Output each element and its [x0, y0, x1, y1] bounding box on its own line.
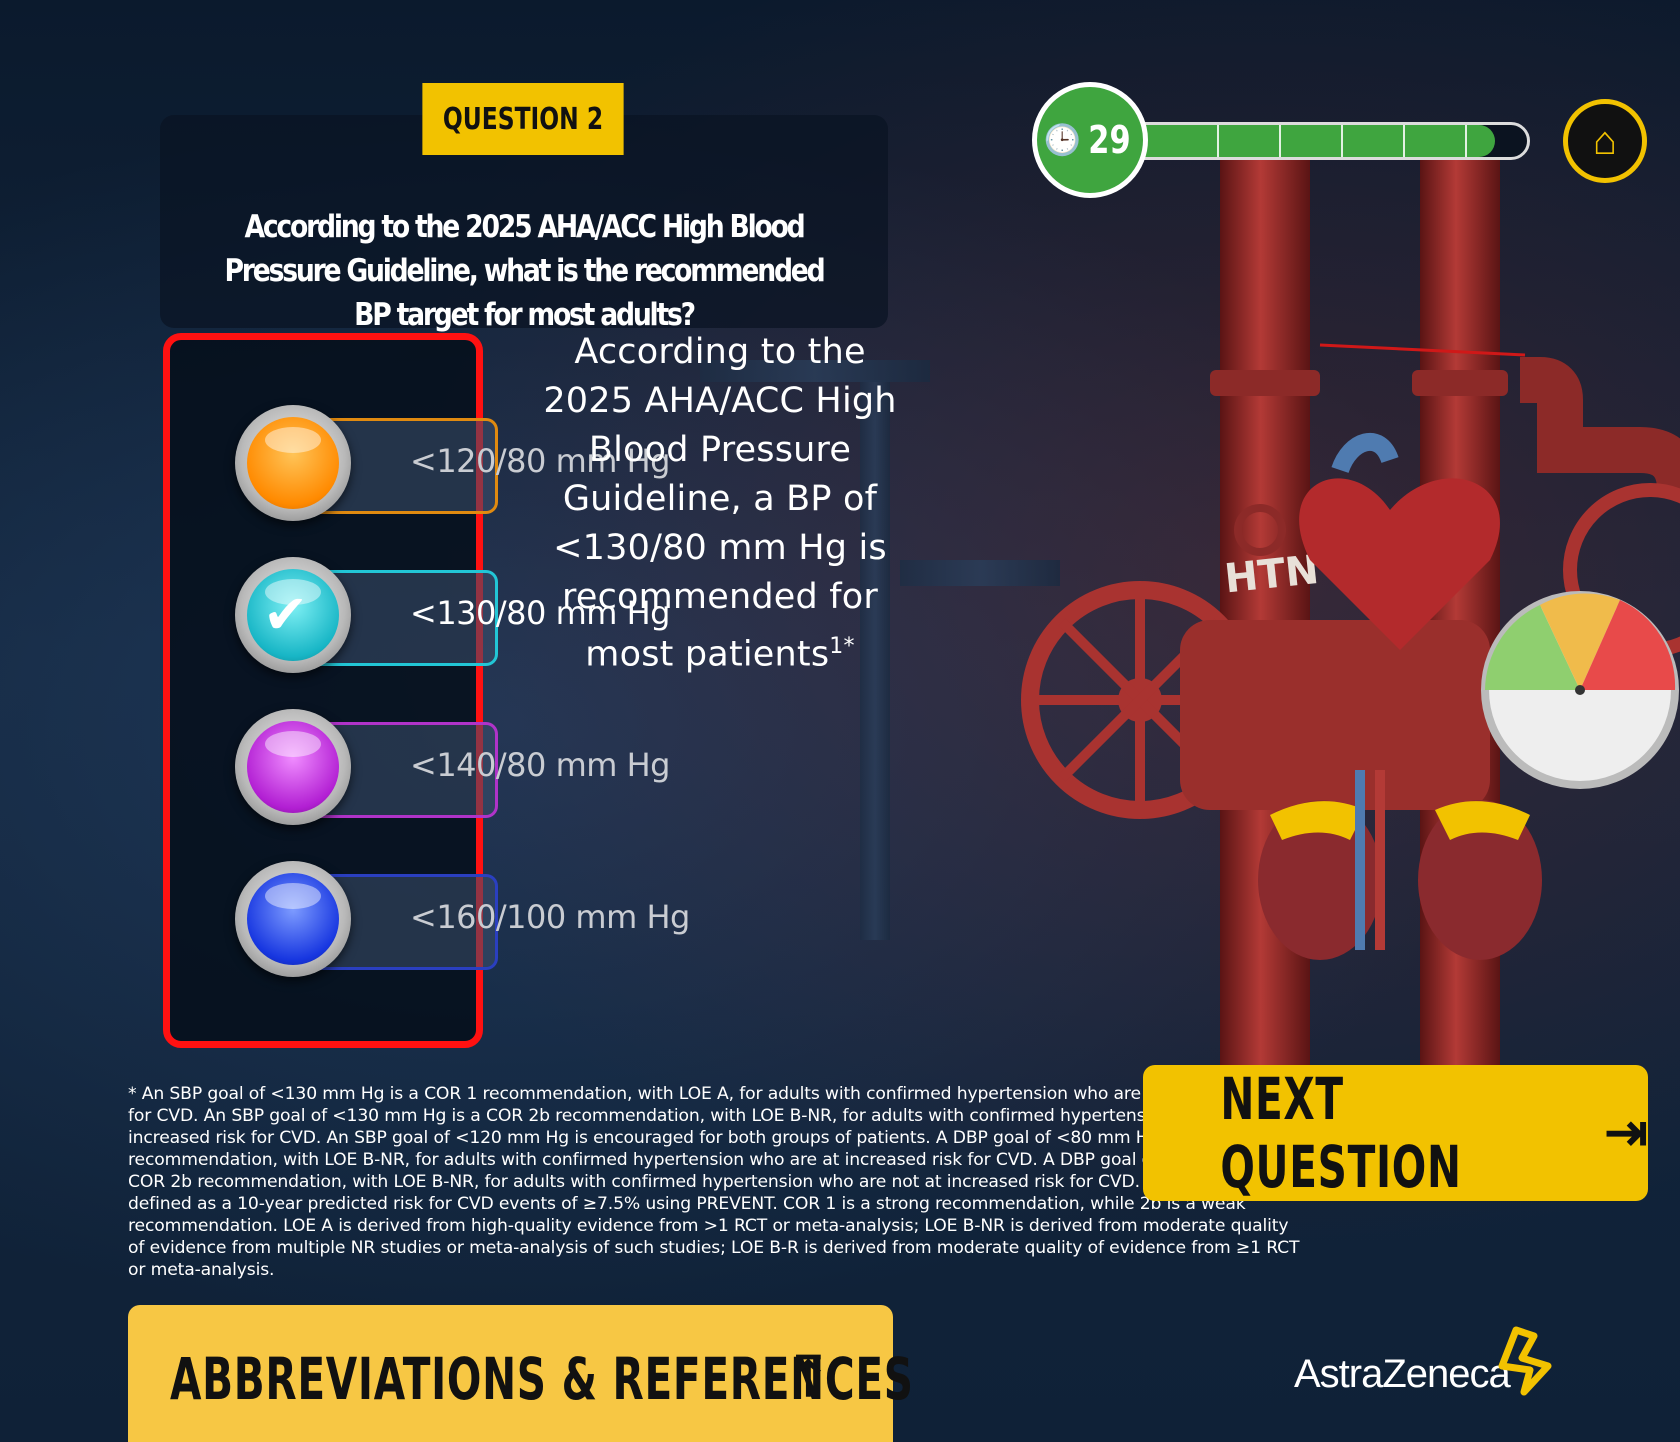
arrow-up-icon: ⤒	[796, 1344, 821, 1407]
next-question-label: NEXT QUESTION	[1220, 1065, 1462, 1201]
next-question-button[interactable]: NEXT QUESTION ⇥	[1143, 1065, 1648, 1201]
orb-button-icon	[235, 405, 351, 521]
orb-button-icon	[235, 709, 351, 825]
timer-progress-bar	[1120, 122, 1530, 160]
hypertension-illustration: HTN	[1020, 150, 1680, 1080]
option-2[interactable]: ✔ <130/80 mm Hg	[235, 557, 670, 673]
timer-progress-fill	[1123, 125, 1495, 157]
arrow-right-icon: ⇥	[1604, 1104, 1648, 1162]
orb-button-icon	[235, 861, 351, 977]
option-label: <140/80 mm Hg	[410, 746, 670, 784]
timer-segment-divider	[1465, 125, 1468, 157]
option-label: <120/80 mm Hg	[410, 442, 670, 480]
timer-segment-divider	[1217, 125, 1220, 157]
home-icon: ⌂	[1592, 118, 1618, 163]
option-1[interactable]: <120/80 mm Hg	[235, 405, 670, 521]
abbreviations-references-button[interactable]: ABBREVIATIONS & REFERENCES ⤒	[128, 1305, 913, 1442]
clock-icon: 🕒	[1043, 123, 1082, 157]
timer-segment-divider	[1341, 125, 1344, 157]
timer-badge: 🕒 29	[1032, 82, 1148, 198]
svg-text:HTN: HTN	[1222, 547, 1321, 603]
background-pipe	[860, 380, 890, 940]
astrazeneca-logo-mark	[1498, 1326, 1552, 1396]
background-pipe	[900, 560, 1060, 586]
answer-explanation: According to the 2025 AHA/ACC High Blood…	[540, 328, 900, 680]
option-label: <130/80 mm Hg	[410, 594, 670, 632]
question-number-tag: QUESTION 2	[422, 83, 624, 155]
abbreviations-references-label: ABBREVIATIONS & REFERENCES	[170, 1345, 914, 1413]
timer-segment-divider	[1403, 125, 1406, 157]
footnote-text: * An SBP goal of <130 mm Hg is a COR 1 r…	[128, 1084, 1301, 1280]
timer-segment-divider	[1279, 125, 1282, 157]
explanation-text: According to the 2025 AHA/ACC High Blood…	[543, 332, 897, 675]
home-button[interactable]: ⌂	[1563, 99, 1647, 183]
explanation-superscript: 1*	[829, 634, 855, 659]
option-3[interactable]: <140/80 mm Hg	[235, 709, 670, 825]
option-label: <160/100 mm Hg	[410, 898, 690, 936]
astrazeneca-logo: AstraZeneca	[1294, 1352, 1511, 1396]
option-4[interactable]: <160/100 mm Hg	[235, 861, 690, 977]
timer-value: 29	[1088, 118, 1131, 162]
orb-button-icon: ✔	[235, 557, 351, 673]
background-pipe	[700, 360, 930, 382]
checkmark-icon: ✔	[263, 583, 309, 646]
question-text: According to the 2025 AHA/ACC High Blood…	[224, 209, 826, 333]
